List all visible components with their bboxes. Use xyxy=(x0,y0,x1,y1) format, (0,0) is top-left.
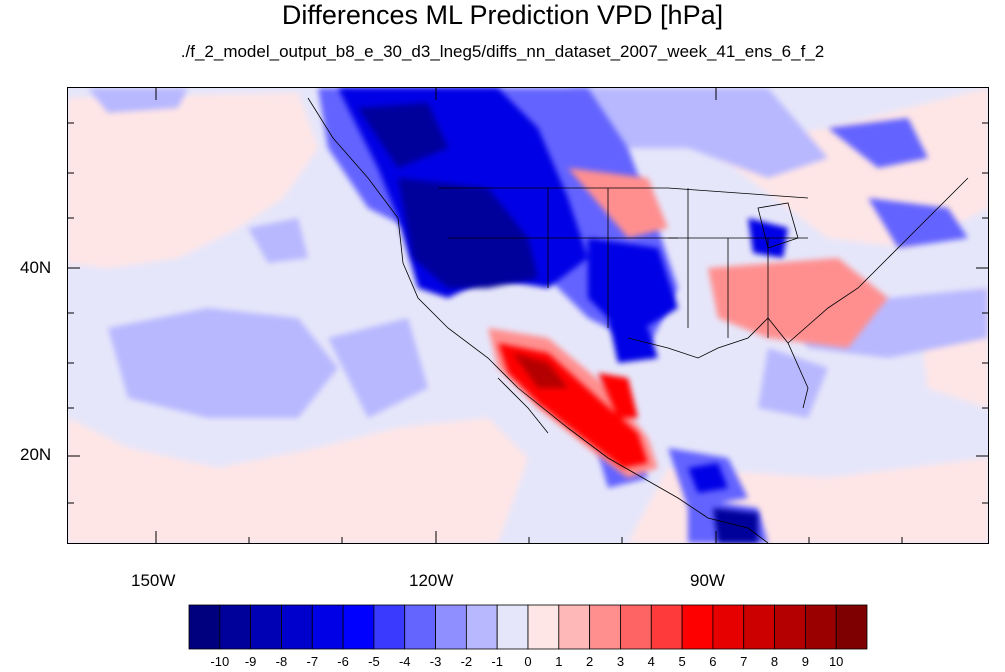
colorbar xyxy=(188,604,868,650)
colorbar-swatch xyxy=(435,604,467,650)
colorbar-swatch xyxy=(250,604,282,650)
colorbar-swatch xyxy=(496,604,529,650)
colorbar-swatch xyxy=(527,604,560,650)
colorbar-tick-label: -1 xyxy=(491,654,503,669)
colorbar-tick-label: 5 xyxy=(678,654,686,669)
colorbar-tick-label: -5 xyxy=(368,654,380,669)
lat-label-20n: 20N xyxy=(20,445,52,464)
lat-label-40n: 40N xyxy=(20,258,52,277)
colorbar-swatch xyxy=(620,604,652,650)
colorbar-tick-label: 10 xyxy=(828,654,844,669)
colorbar-swatch xyxy=(311,604,344,650)
colorbar-swatch xyxy=(743,604,775,650)
colorbar-swatch xyxy=(188,604,221,650)
colorbar-swatch xyxy=(465,604,498,650)
colorbar-swatch xyxy=(804,604,837,650)
colorbar-tick-label: 2 xyxy=(586,654,594,669)
colorbar-tick-label: -8 xyxy=(275,654,288,669)
chart-title: Differences ML Prediction VPD [hPa] xyxy=(281,0,724,30)
colorbar-tick-label: -9 xyxy=(244,654,257,669)
colorbar-tick-label: 0 xyxy=(524,654,532,669)
colorbar-swatch xyxy=(712,604,745,650)
colorbar-swatch xyxy=(404,604,436,650)
colorbar-swatch xyxy=(650,604,683,650)
difference-field xyxy=(68,88,988,543)
colorbar-tick-label: -3 xyxy=(429,654,442,669)
colorbar-swatch xyxy=(219,604,252,650)
colorbar-tick-label: 7 xyxy=(740,654,748,669)
colorbar-tick-label: 8 xyxy=(770,654,779,669)
colorbar-tick-label: 3 xyxy=(616,654,625,669)
map-panel xyxy=(67,87,989,544)
colorbar-tick-label: 6 xyxy=(709,654,717,669)
colorbar-tick-label: -10 xyxy=(210,654,230,669)
colorbar-tick-label: -7 xyxy=(306,654,319,669)
chart-subtitle: ./f_2_model_output_b8_e_30_d3_lneg5/diff… xyxy=(180,42,825,61)
colorbar-tick-label: 1 xyxy=(555,654,563,669)
colorbar-swatch xyxy=(373,604,406,650)
colorbar-tick-label: 9 xyxy=(801,654,809,669)
colorbar-swatch xyxy=(774,604,806,650)
lon-label-90w: 90W xyxy=(690,571,725,590)
colorbar-tick-label: -6 xyxy=(337,654,349,669)
lon-label-120w: 120W xyxy=(409,571,454,590)
colorbar-swatch xyxy=(681,604,714,650)
colorbar-swatch xyxy=(589,604,621,650)
colorbar-tick-label: -2 xyxy=(460,654,473,669)
colorbar-tick-label: -4 xyxy=(398,654,411,669)
colorbar-swatch xyxy=(835,604,868,650)
lon-label-150w: 150W xyxy=(131,571,176,590)
colorbar-tick-label: 4 xyxy=(647,654,655,669)
colorbar-swatch xyxy=(558,604,591,650)
colorbar-swatch xyxy=(281,604,313,650)
colorbar-swatch xyxy=(342,604,375,650)
